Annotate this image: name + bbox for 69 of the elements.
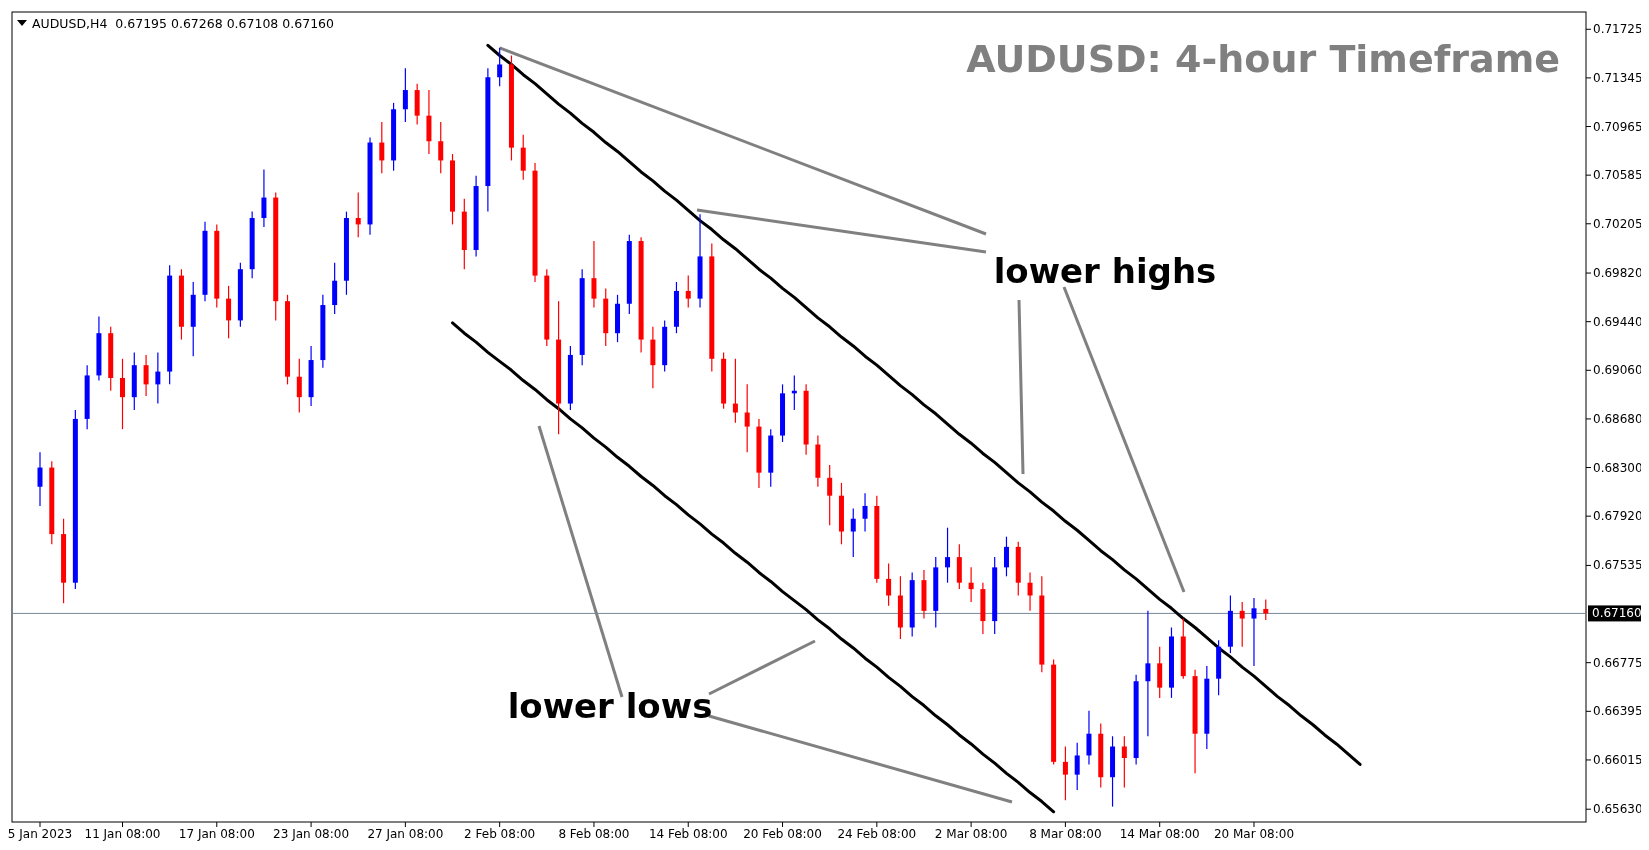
candlestick [945, 527, 951, 584]
candlestick [862, 492, 868, 533]
candlestick [968, 566, 974, 603]
candlestick [685, 275, 691, 309]
x-tick-label: 20 Feb 08:00 [743, 827, 822, 841]
line-series [451, 321, 1056, 814]
y-tick-label: 0.68680 [1593, 411, 1643, 426]
candlestick [379, 121, 385, 174]
y-tick-label: 0.68300 [1593, 460, 1643, 475]
candlestick [296, 358, 302, 414]
candlestick [1062, 745, 1068, 801]
annotation: lower highs [993, 251, 1217, 291]
candlestick [1145, 610, 1151, 737]
y-tick-label: 0.71725 [1593, 22, 1643, 37]
x-tick-label: 17 Jan 08:00 [178, 827, 255, 841]
candlestick [732, 358, 738, 424]
y-tick-label: 0.70585 [1593, 168, 1643, 183]
x-tick-label: 2 Feb 08:00 [464, 827, 536, 841]
y-tick-label: 0.65630 [1593, 802, 1643, 817]
x-tick-label: 23 Jan 08:00 [273, 827, 350, 841]
candlestick [1027, 571, 1033, 612]
y-tick-label: 0.71345 [1593, 70, 1643, 85]
candlestick [1074, 742, 1080, 791]
y-tick-label: 0.69440 [1593, 314, 1643, 329]
candlestick [744, 383, 750, 453]
y-tick-label: 0.70205 [1593, 216, 1643, 231]
y-tick-label: 0.69060 [1593, 363, 1643, 378]
y-tick-label: 0.66775 [1593, 655, 1643, 670]
candlestick [1263, 599, 1269, 621]
candlestick [886, 562, 892, 607]
ref-line-label: 0.67160 [1592, 606, 1642, 621]
candlestick [1003, 536, 1009, 577]
y-tick-label: 0.67535 [1593, 558, 1643, 573]
x-tick-label: 8 Feb 08:00 [558, 827, 630, 841]
candlestick [827, 464, 833, 526]
x-tick-label: 2 Mar 08:00 [934, 827, 1008, 841]
x-tick-label: 20 Mar 08:00 [1213, 827, 1295, 841]
text: AUDUSD: 4-hour Timeframe [966, 37, 1560, 81]
candlestick [497, 47, 503, 87]
y-tick-label: 0.69820 [1593, 266, 1643, 281]
annotation: AUDUSD,H4 0.67195 0.67268 0.67108 0.67160 [32, 16, 335, 31]
candlestick [226, 285, 232, 339]
x-tick-label: 5 Jan 2023 [7, 827, 73, 841]
candlestick [1086, 710, 1092, 766]
candlestick [155, 351, 161, 405]
candlestick [261, 168, 267, 228]
annotation: lower lows [507, 686, 713, 726]
candlestick [438, 121, 444, 174]
y-tick-label: 0.66395 [1593, 704, 1643, 719]
candlestick [37, 451, 43, 507]
candlestick [850, 507, 856, 558]
x-tick-label: 14 Mar 08:00 [1119, 827, 1200, 841]
x-tick-label: 24 Feb 08:00 [837, 827, 917, 841]
x-tick-label: 14 Feb 08:00 [648, 827, 728, 841]
candlestick [120, 358, 125, 430]
candlestick [1251, 597, 1257, 667]
candlestick [1121, 735, 1127, 789]
candlestick [143, 354, 149, 397]
candlestick [355, 191, 361, 238]
y-tick-label: 0.67920 [1593, 509, 1643, 524]
x-tick-label: 8 Mar 08:00 [1029, 827, 1102, 841]
y-tick-label: 0.66015 [1593, 752, 1643, 767]
x-tick-label: 27 Jan 08:00 [367, 827, 444, 841]
candlestick [591, 240, 597, 309]
x-tick-label: 11 Jan 08:00 [84, 827, 161, 841]
candlestick [1239, 601, 1245, 648]
y-tick-label: 0.70965 [1593, 119, 1643, 134]
candlestick [402, 67, 408, 123]
candlestick [520, 134, 526, 181]
